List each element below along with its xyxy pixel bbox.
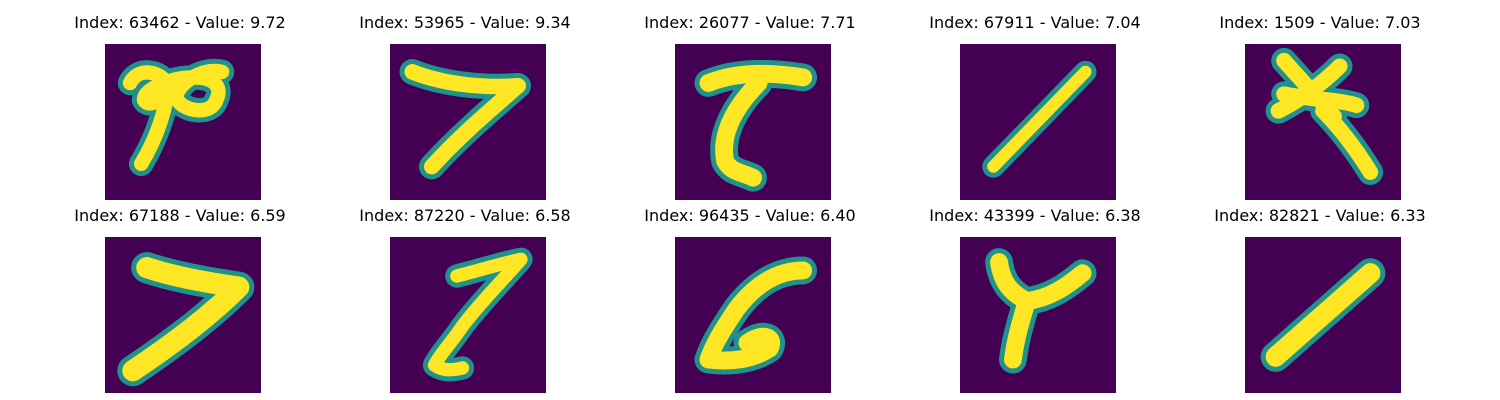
digit-image xyxy=(960,44,1116,200)
digit-image xyxy=(390,44,546,200)
digit-image xyxy=(675,44,831,200)
digit-image xyxy=(675,237,831,393)
panel-title: Index: 53965 - Value: 9.34 xyxy=(359,13,571,32)
panel-title: Index: 1509 - Value: 7.03 xyxy=(1219,13,1421,32)
digit-glyph-7-crossed xyxy=(1265,47,1384,185)
panel-title: Index: 67188 - Value: 6.59 xyxy=(74,206,286,225)
digit-image xyxy=(105,44,261,200)
digit-panel-6: Index: 67188 - Value: 6.59 xyxy=(35,201,325,393)
digit-panel-7: Index: 87220 - Value: 6.58 xyxy=(320,201,610,393)
digit-panel-4: Index: 67911 - Value: 7.04 xyxy=(890,8,1180,200)
digit-glyph-7-narrow xyxy=(422,247,533,382)
panel-title: Index: 67911 - Value: 7.04 xyxy=(929,13,1141,32)
digit-image xyxy=(105,237,261,393)
digit-glyph-7 xyxy=(399,59,531,180)
digit-glyph-7-curved xyxy=(694,59,818,192)
panel-title: Index: 82821 - Value: 6.33 xyxy=(1214,206,1426,225)
digit-image xyxy=(390,237,546,393)
digit-glyph-1-thick xyxy=(1260,258,1386,372)
digit-glyph-1-slanted xyxy=(982,60,1097,178)
panel-title: Index: 63462 - Value: 9.72 xyxy=(74,13,286,32)
digit-image xyxy=(1245,237,1401,393)
digit-panel-3: Index: 26077 - Value: 7.71 xyxy=(605,8,895,200)
digit-panel-9: Index: 43399 - Value: 6.38 xyxy=(890,201,1180,393)
digit-panel-8: Index: 96435 - Value: 6.40 xyxy=(605,201,895,393)
panel-title: Index: 26077 - Value: 7.71 xyxy=(644,13,856,32)
digit-panel-1: Index: 63462 - Value: 9.72 xyxy=(35,8,325,200)
digit-image xyxy=(1245,44,1401,200)
panel-title: Index: 96435 - Value: 6.40 xyxy=(644,206,856,225)
digit-glyph-7-bold xyxy=(117,252,255,387)
digit-panel-5: Index: 1509 - Value: 7.03 xyxy=(1175,8,1465,200)
digit-glyph-y-shape xyxy=(985,248,1097,374)
digit-image xyxy=(960,237,1116,393)
digit-glyph-7-loopy xyxy=(117,58,235,177)
digit-panel-10: Index: 82821 - Value: 6.33 xyxy=(1175,201,1465,393)
panel-title: Index: 87220 - Value: 6.58 xyxy=(359,206,571,225)
digit-glyph-6-open xyxy=(694,256,818,375)
panel-title: Index: 43399 - Value: 6.38 xyxy=(929,206,1141,225)
digit-panel-2: Index: 53965 - Value: 9.34 xyxy=(320,8,610,200)
